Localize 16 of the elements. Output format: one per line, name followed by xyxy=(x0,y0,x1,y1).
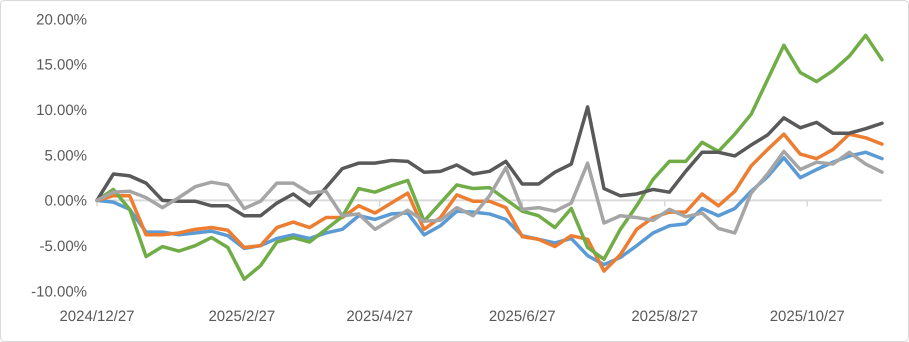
x-tick-label: 2024/12/27 xyxy=(59,308,135,325)
x-tick-label: 2025/6/27 xyxy=(488,308,556,325)
x-tick-label: 2025/4/27 xyxy=(346,308,414,325)
y-tick-label: 5.00% xyxy=(44,147,87,164)
line-series xyxy=(95,132,884,273)
y-tick-label: 20.00% xyxy=(36,11,87,28)
line-series xyxy=(95,150,884,235)
x-tick-label: 2025/10/27 xyxy=(770,308,845,325)
y-tick-label: 10.00% xyxy=(36,102,87,119)
line-series xyxy=(95,105,884,218)
x-tick-label: 2025/2/27 xyxy=(208,308,276,325)
y-tick-label: -10.00% xyxy=(31,283,87,300)
y-tick-label: 0.00% xyxy=(44,192,87,210)
x-tick-label: 2025/8/27 xyxy=(631,308,698,325)
y-tick-label: 15.00% xyxy=(36,56,87,74)
y-tick-label: -5.00% xyxy=(39,238,87,255)
